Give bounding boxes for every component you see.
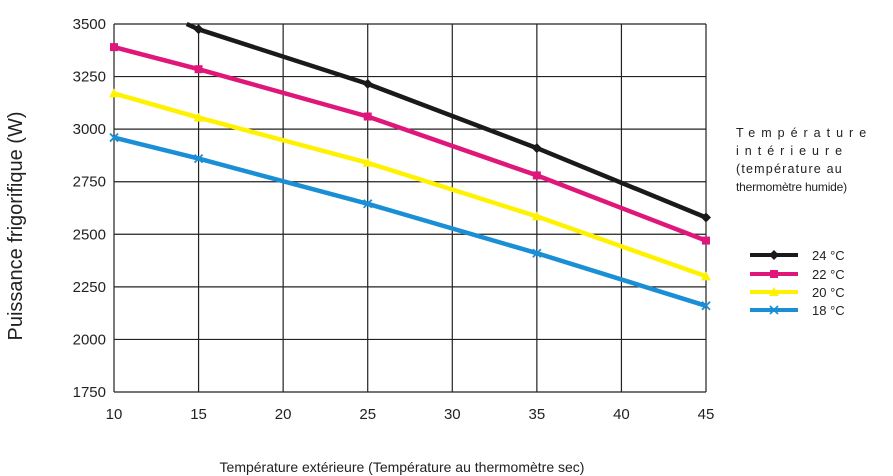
data-point-1-1 bbox=[194, 65, 203, 74]
y-tick-label-2: 2250 bbox=[73, 279, 106, 296]
data-point-2-3 bbox=[531, 211, 542, 221]
y-tick-label-3: 2500 bbox=[73, 226, 106, 243]
legend-item-0: 24 °C bbox=[750, 247, 845, 263]
data-point-0-1 bbox=[193, 24, 204, 35]
data-point-0-3 bbox=[531, 143, 542, 154]
series-2 bbox=[109, 88, 711, 281]
legend-marker-1 bbox=[770, 270, 778, 278]
legend-title-line-1: Température bbox=[736, 126, 873, 140]
y-tick-label-1: 2000 bbox=[73, 331, 106, 348]
data-point-3-1 bbox=[193, 153, 204, 164]
series-3 bbox=[109, 132, 711, 311]
data-point-3-3 bbox=[532, 248, 542, 258]
x-axis-title: Température extérieure (Température au t… bbox=[220, 459, 585, 475]
data-point-0-2 bbox=[362, 78, 373, 89]
x-tick-label-5: 35 bbox=[529, 406, 546, 423]
data-point-1-4 bbox=[702, 236, 710, 245]
series-line-3 bbox=[113, 135, 707, 308]
data-point-3-0 bbox=[109, 132, 119, 143]
legend-marker-shape-3 bbox=[769, 305, 779, 315]
x-tick-label-7: 45 bbox=[698, 406, 715, 423]
legend-label-2: 20 °C bbox=[812, 284, 845, 300]
x-tick-label-1: 15 bbox=[190, 406, 207, 423]
y-tick-label-7: 3500 bbox=[73, 16, 106, 33]
data-point-2-1 bbox=[193, 112, 204, 122]
y-tick-label-4: 2750 bbox=[73, 174, 106, 191]
data-point-3-4 bbox=[701, 301, 711, 311]
legend-item-3: 18 °C bbox=[750, 302, 845, 318]
data-point-1-0 bbox=[110, 43, 118, 52]
x-tick-label-4: 30 bbox=[444, 406, 461, 423]
legend-marker-shape-1 bbox=[770, 270, 778, 278]
series-group bbox=[109, 21, 711, 311]
legend-item-1: 22 °C bbox=[750, 266, 845, 282]
x-tick-label-3: 25 bbox=[359, 406, 376, 423]
x-tick-label-6: 40 bbox=[613, 406, 630, 423]
legend-label-3: 18 °C bbox=[812, 302, 845, 318]
legend-marker-shape-2 bbox=[769, 287, 779, 296]
legend-item-2: 20 °C bbox=[750, 284, 845, 300]
y-tick-label-0: 1750 bbox=[73, 384, 106, 401]
data-point-2-0 bbox=[109, 88, 119, 98]
legend-swatch-0 bbox=[750, 247, 798, 263]
legend-title: Température intérieure (température au t… bbox=[736, 124, 886, 196]
legend-title-line-2: intérieure bbox=[736, 144, 849, 158]
legend-marker-3 bbox=[769, 305, 779, 315]
series-1 bbox=[110, 43, 710, 245]
legend-marker-shape-0 bbox=[769, 250, 779, 260]
y-tick-label-5: 3000 bbox=[73, 121, 106, 138]
data-point-2-4 bbox=[701, 271, 711, 281]
legend-label-1: 22 °C bbox=[812, 266, 845, 282]
legend-title-line-4: thermomètre humide) bbox=[736, 180, 847, 194]
data-point-1-2 bbox=[363, 112, 372, 121]
data-point-3-2 bbox=[363, 199, 373, 209]
tick-labels: 10 15 20 25 30 35 40 45 1750 2000 2250 2500 2750 3000… bbox=[73, 16, 715, 423]
data-point-1-3 bbox=[532, 171, 541, 180]
legend-marker-2 bbox=[769, 287, 779, 296]
legend-title-line-3: (température au bbox=[736, 162, 843, 176]
x-tick-label-0: 10 bbox=[106, 406, 123, 423]
legend-swatch-3 bbox=[750, 302, 798, 318]
y-tick-label-6: 3250 bbox=[73, 69, 106, 86]
legend-swatch-1 bbox=[750, 266, 798, 282]
legend-marker-0 bbox=[769, 250, 779, 260]
data-point-0-4 bbox=[701, 212, 711, 223]
legend-swatch-2 bbox=[750, 284, 798, 300]
y-axis-title: Puissance frigorifique (W) bbox=[5, 112, 27, 341]
data-point-2-2 bbox=[362, 157, 373, 167]
x-tick-label-2: 20 bbox=[275, 406, 292, 423]
legend-label-0: 24 °C bbox=[812, 247, 845, 263]
series-0 bbox=[185, 21, 711, 223]
